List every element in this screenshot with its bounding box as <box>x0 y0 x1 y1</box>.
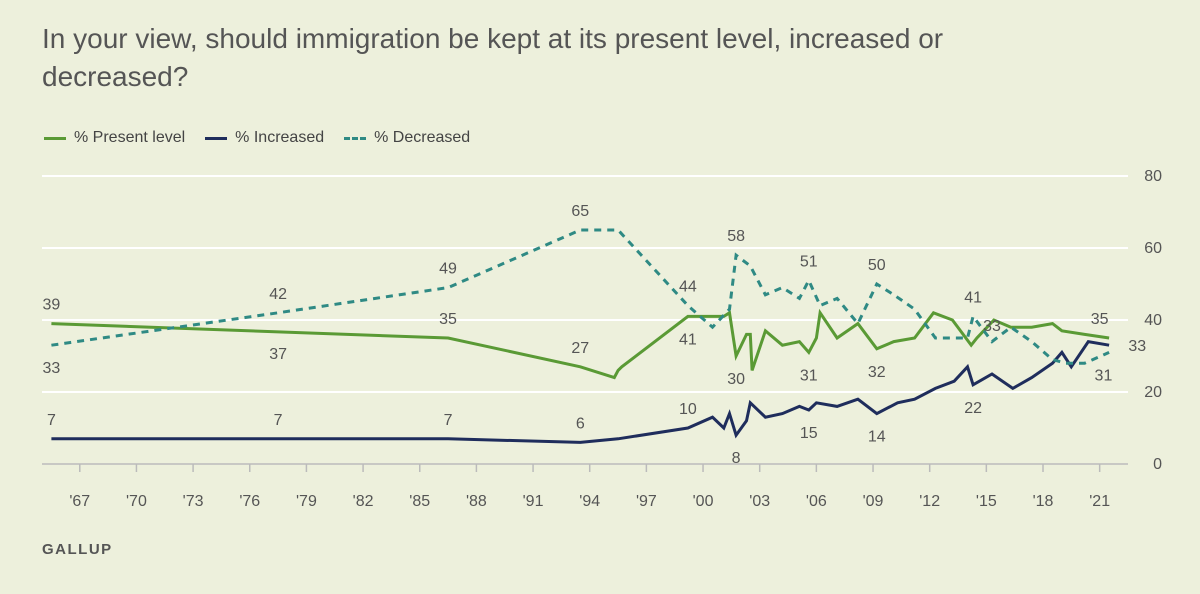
data-label-present-37: 37 <box>269 346 287 363</box>
data-label-decreased-44: 44 <box>679 279 697 296</box>
data-label-increased-22: 22 <box>964 400 982 417</box>
x-tick-label-'03: '03 <box>749 493 770 510</box>
x-tick-label-'70: '70 <box>126 493 147 510</box>
data-label-present-35: 35 <box>1091 311 1109 328</box>
data-label-increased-6: 6 <box>576 415 585 432</box>
data-label-decreased-65: 65 <box>571 203 589 220</box>
y-tick-label-60: 60 <box>1144 240 1162 257</box>
data-label-decreased-31: 31 <box>1095 367 1113 384</box>
y-tick-label-20: 20 <box>1144 384 1162 401</box>
data-label-decreased-33: 33 <box>983 318 1001 335</box>
data-label-increased-8: 8 <box>732 450 741 467</box>
y-tick-label-0: 0 <box>1153 456 1162 473</box>
data-label-increased-33: 33 <box>1128 338 1146 355</box>
x-tick-label-'15: '15 <box>976 493 997 510</box>
legend-label-increased: % Increased <box>235 129 325 146</box>
data-label-decreased-41: 41 <box>964 289 982 306</box>
data-label-decreased-49: 49 <box>439 261 457 278</box>
legend-label-present: % Present level <box>74 129 186 146</box>
x-tick-label-'09: '09 <box>863 493 884 510</box>
x-tick-label-'76: '76 <box>239 493 260 510</box>
x-tick-label-'73: '73 <box>183 493 204 510</box>
x-tick-label-'00: '00 <box>693 493 714 510</box>
data-label-present-39: 39 <box>43 297 61 314</box>
x-tick-label-'67: '67 <box>69 493 90 510</box>
y-tick-label-40: 40 <box>1144 312 1162 329</box>
x-tick-label-'97: '97 <box>636 493 657 510</box>
data-label-decreased-58: 58 <box>727 228 745 245</box>
data-label-decreased-33: 33 <box>43 360 61 377</box>
legend-item-decreased: % Decreased <box>344 129 470 147</box>
x-tick-label-'21: '21 <box>1089 493 1110 510</box>
y-tick-label-80: 80 <box>1144 168 1162 185</box>
x-tick-label-'82: '82 <box>353 493 374 510</box>
data-label-present-30: 30 <box>727 371 745 388</box>
chart-title: In your view, should immigration be kept… <box>42 23 944 92</box>
legend: % Present level % Increased % Decreased <box>44 129 470 147</box>
x-tick-label-'85: '85 <box>409 493 430 510</box>
x-tick-label-'06: '06 <box>806 493 827 510</box>
data-label-increased-7: 7 <box>444 412 453 429</box>
x-tick-label-'18: '18 <box>1033 493 1054 510</box>
data-label-present-35: 35 <box>439 311 457 328</box>
x-tick-label-'12: '12 <box>919 493 940 510</box>
series-line-increased <box>51 339 1110 444</box>
x-tick-label-'88: '88 <box>466 493 487 510</box>
data-label-decreased-50: 50 <box>868 257 886 274</box>
data-label-present-41: 41 <box>679 331 697 348</box>
legend-swatch-decreased <box>344 136 367 140</box>
series-line-present <box>51 308 1110 380</box>
data-label-decreased-42: 42 <box>269 286 287 303</box>
data-label-present-31: 31 <box>800 367 818 384</box>
legend-swatch-increased <box>205 136 228 140</box>
legend-label-decreased: % Decreased <box>374 129 471 146</box>
data-label-increased-14: 14 <box>868 429 886 446</box>
data-label-present-27: 27 <box>571 340 589 357</box>
x-tick-label-'91: '91 <box>523 493 544 510</box>
data-label-increased-10: 10 <box>679 401 697 418</box>
data-label-increased-7: 7 <box>47 412 56 429</box>
data-label-increased-7: 7 <box>274 412 283 429</box>
legend-item-increased: % Increased <box>205 129 324 147</box>
legend-item-present: % Present level <box>44 129 185 147</box>
x-tick-label-'94: '94 <box>579 493 600 510</box>
legend-swatch-present <box>44 136 66 140</box>
data-label-increased-15: 15 <box>800 425 818 442</box>
data-label-decreased-51: 51 <box>800 253 818 270</box>
data-label-present-32: 32 <box>868 364 886 381</box>
source-label: GALLUP <box>42 541 113 558</box>
series-line-decreased <box>51 228 1110 365</box>
x-tick-label-'79: '79 <box>296 493 317 510</box>
